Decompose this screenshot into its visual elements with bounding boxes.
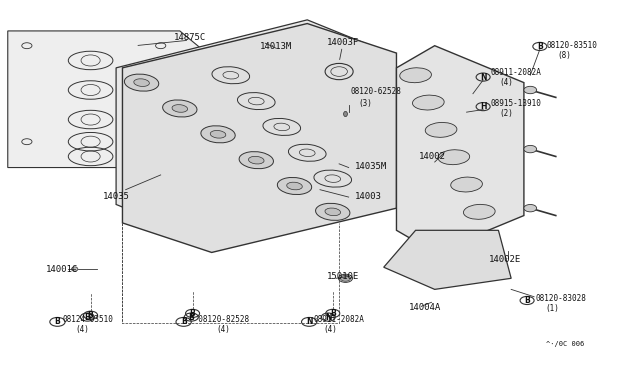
Text: 08911-2082A: 08911-2082A bbox=[491, 68, 541, 77]
Polygon shape bbox=[384, 230, 511, 289]
Text: (1): (1) bbox=[545, 304, 559, 313]
Ellipse shape bbox=[400, 68, 431, 83]
Ellipse shape bbox=[201, 126, 236, 143]
Text: B: B bbox=[524, 296, 530, 305]
Text: 14003F: 14003F bbox=[326, 38, 358, 47]
Ellipse shape bbox=[72, 267, 78, 271]
Text: 08120-83510: 08120-83510 bbox=[547, 41, 598, 49]
Text: 15010E: 15010E bbox=[326, 272, 358, 281]
Text: (4): (4) bbox=[76, 325, 89, 334]
Polygon shape bbox=[116, 20, 371, 230]
Text: N: N bbox=[306, 317, 312, 326]
Text: (2): (2) bbox=[500, 109, 513, 118]
Text: N: N bbox=[480, 73, 486, 81]
Text: 08915-13910: 08915-13910 bbox=[491, 99, 541, 108]
Text: (3): (3) bbox=[358, 99, 372, 108]
Ellipse shape bbox=[438, 150, 470, 165]
Ellipse shape bbox=[124, 74, 159, 91]
Ellipse shape bbox=[344, 112, 348, 116]
Ellipse shape bbox=[451, 177, 483, 192]
Text: B: B bbox=[180, 317, 186, 326]
Ellipse shape bbox=[248, 156, 264, 164]
Text: ^·/0C 006: ^·/0C 006 bbox=[546, 340, 584, 346]
Ellipse shape bbox=[413, 95, 444, 110]
Text: 08124-03510: 08124-03510 bbox=[63, 315, 113, 324]
Ellipse shape bbox=[316, 203, 350, 220]
Ellipse shape bbox=[325, 208, 340, 216]
Ellipse shape bbox=[211, 131, 226, 138]
Ellipse shape bbox=[425, 122, 457, 137]
Ellipse shape bbox=[134, 79, 149, 86]
Ellipse shape bbox=[172, 105, 188, 112]
Text: B: B bbox=[88, 311, 93, 320]
Text: (8): (8) bbox=[557, 51, 571, 60]
Polygon shape bbox=[122, 23, 396, 253]
Text: 14035M: 14035M bbox=[355, 163, 387, 171]
Text: B: B bbox=[188, 312, 194, 321]
Text: 14002: 14002 bbox=[419, 153, 445, 161]
Text: 14875C: 14875C bbox=[173, 33, 205, 42]
Circle shape bbox=[524, 145, 537, 153]
Polygon shape bbox=[396, 46, 524, 253]
Text: 14002E: 14002E bbox=[489, 255, 521, 264]
Ellipse shape bbox=[463, 204, 495, 219]
Text: B: B bbox=[84, 312, 90, 321]
Text: 08120-83028: 08120-83028 bbox=[536, 294, 586, 303]
Circle shape bbox=[524, 86, 537, 94]
Ellipse shape bbox=[287, 182, 302, 190]
Text: (4): (4) bbox=[323, 325, 337, 334]
Text: B: B bbox=[54, 317, 60, 326]
Ellipse shape bbox=[239, 152, 273, 169]
Text: 08120-62528: 08120-62528 bbox=[351, 87, 401, 96]
Text: 14001C: 14001C bbox=[46, 264, 78, 274]
Text: B: B bbox=[537, 42, 543, 51]
Text: 14003: 14003 bbox=[355, 192, 382, 201]
Text: 08911-2082A: 08911-2082A bbox=[314, 315, 365, 324]
Text: B: B bbox=[330, 309, 335, 318]
Text: (4): (4) bbox=[500, 78, 513, 87]
Text: H: H bbox=[480, 102, 486, 111]
Ellipse shape bbox=[277, 177, 312, 195]
Text: 14013M: 14013M bbox=[259, 42, 292, 51]
Circle shape bbox=[340, 275, 351, 281]
Circle shape bbox=[524, 205, 537, 212]
Polygon shape bbox=[8, 31, 225, 167]
Text: 14035: 14035 bbox=[103, 192, 130, 201]
Ellipse shape bbox=[163, 100, 197, 117]
Text: 14004A: 14004A bbox=[409, 303, 442, 312]
Text: (4): (4) bbox=[217, 325, 230, 334]
Text: N: N bbox=[325, 312, 332, 321]
Text: B: B bbox=[189, 309, 195, 318]
Text: — 08120-82528: — 08120-82528 bbox=[189, 315, 250, 324]
